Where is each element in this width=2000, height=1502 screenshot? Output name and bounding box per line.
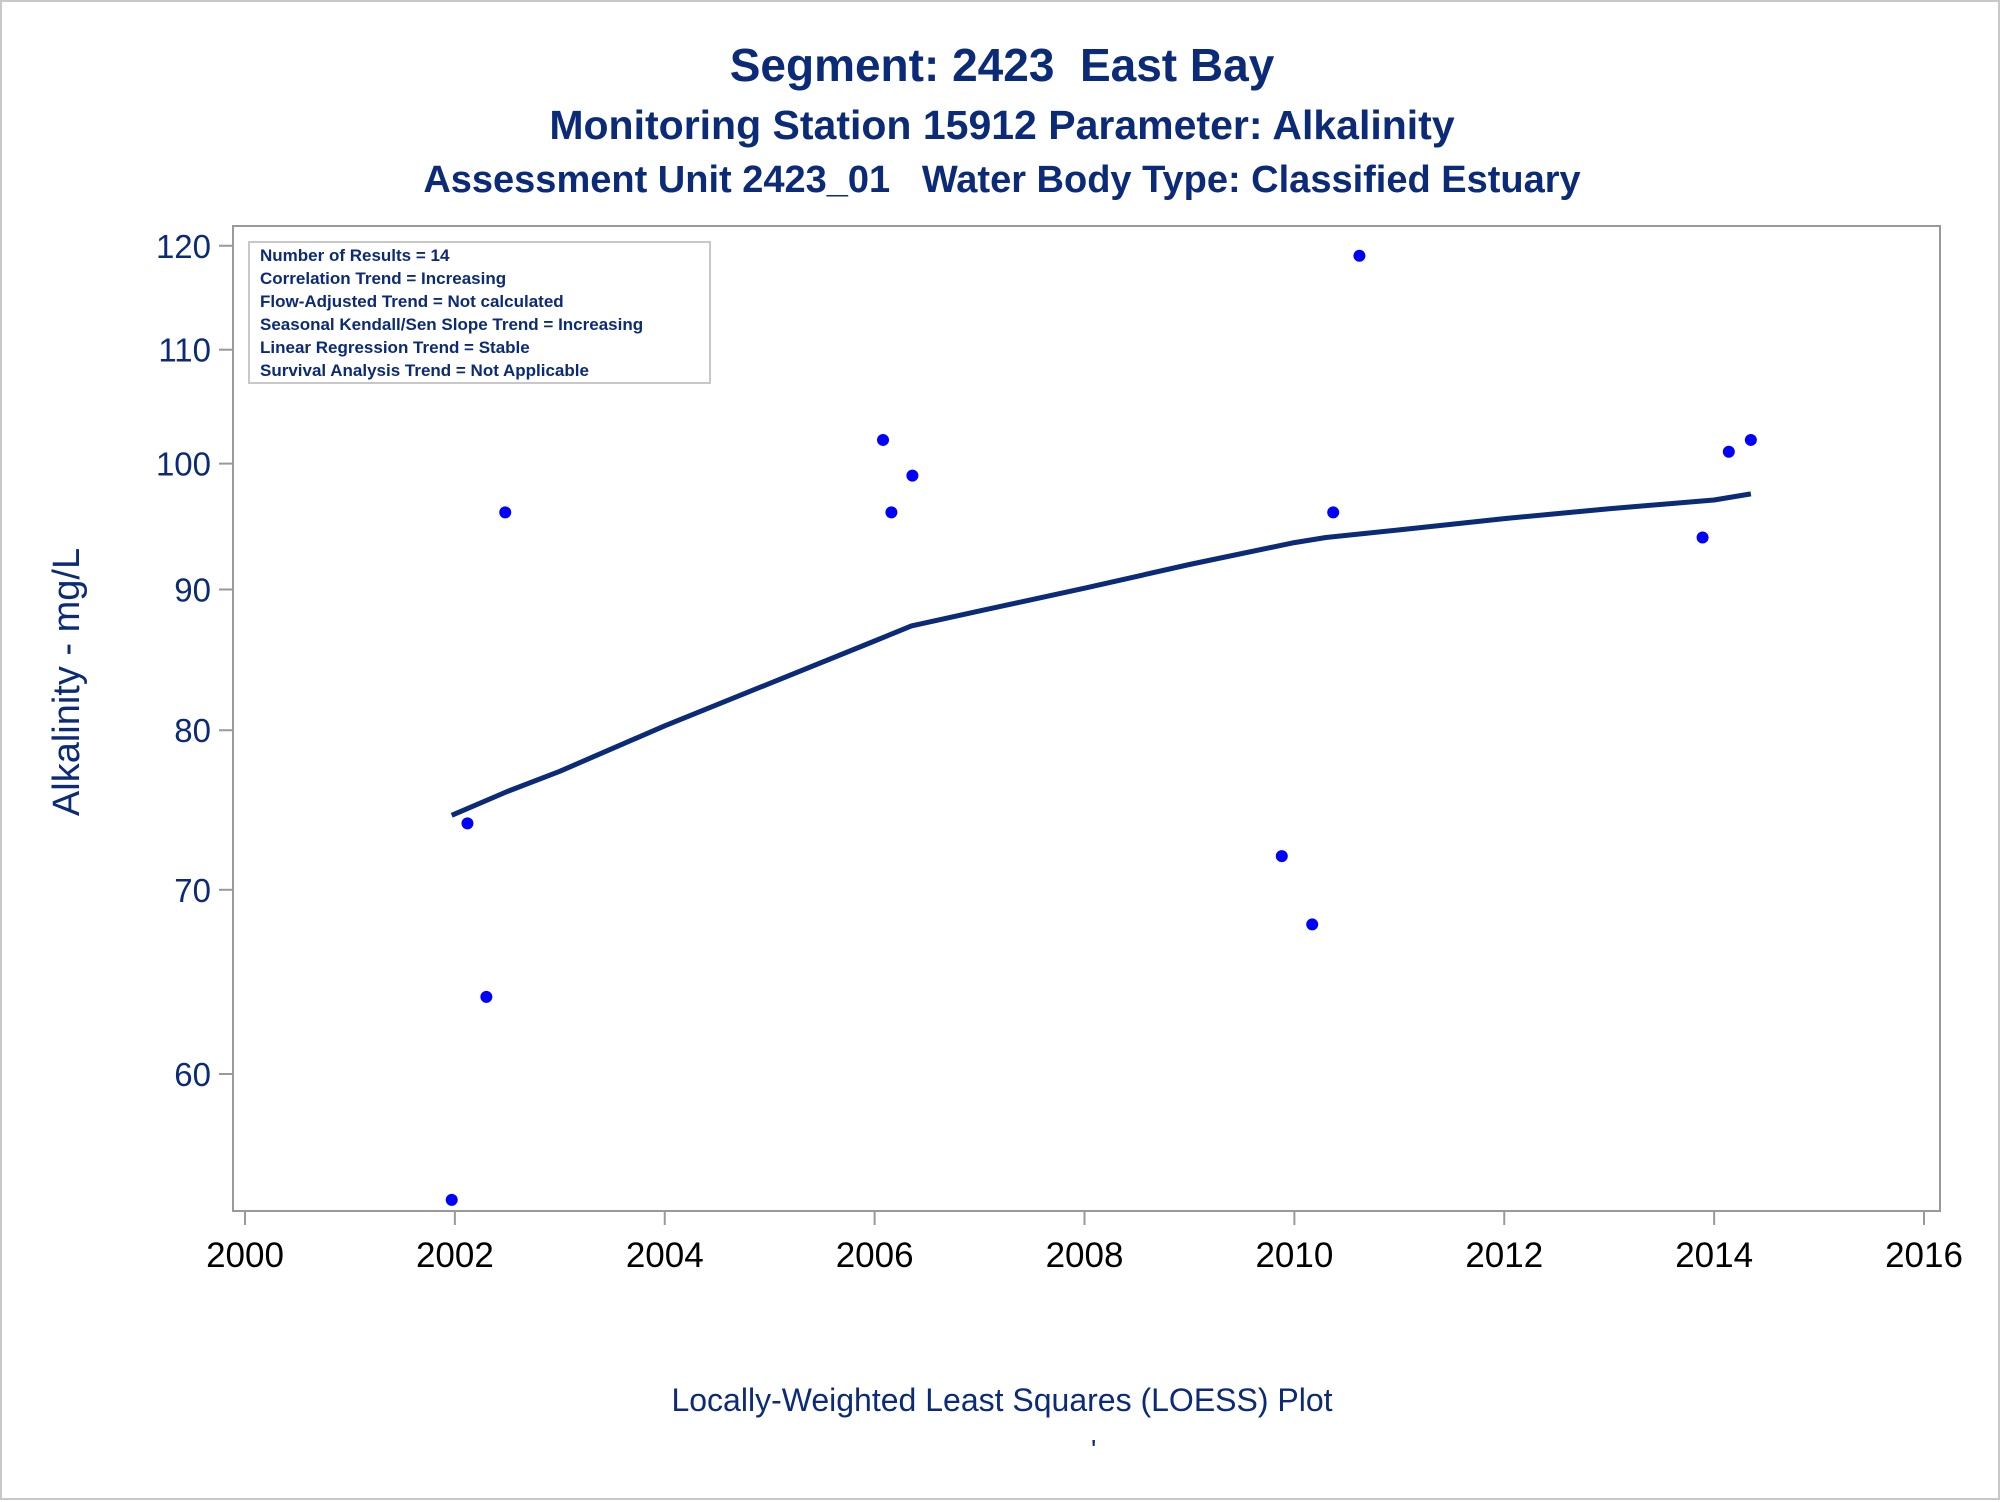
x-tick-label: 2008: [1046, 1236, 1124, 1275]
summary-line-linear-regression: Linear Regression Trend = Stable: [260, 338, 530, 357]
y-tick-label: 120: [156, 228, 211, 265]
summary-line-correlation: Correlation Trend = Increasing: [260, 269, 506, 288]
data-point: [1744, 433, 1757, 446]
data-point: [1696, 531, 1709, 544]
data-point: [1306, 918, 1319, 931]
chart-title-assessment: Assessment Unit 2423_01 Water Body Type:…: [423, 159, 1581, 201]
footnote-mark: ': [1091, 1434, 1097, 1465]
y-tick-label: 90: [174, 572, 211, 609]
loess-curve: [450, 491, 1752, 818]
summary-line-survival-analysis: Survival Analysis Trend = Not Applicable: [260, 361, 589, 380]
chart-title-segment: Segment: 2423 East Bay: [729, 39, 1275, 91]
data-point: [1327, 506, 1340, 519]
x-tick-label: 2012: [1465, 1236, 1543, 1275]
data-point: [877, 433, 890, 446]
summary-line-results: Number of Results = 14: [260, 246, 450, 265]
x-tick-label: 2010: [1255, 1236, 1333, 1275]
y-tick-label: 110: [158, 332, 211, 369]
x-tick-label: 2004: [626, 1236, 704, 1275]
x-tick-label: 2016: [1885, 1236, 1963, 1275]
data-point: [461, 817, 474, 830]
y-axis: 60 70 80 90 100 110 120: [156, 228, 233, 1093]
y-tick-label: 100: [156, 446, 211, 483]
data-points: [445, 249, 1757, 1206]
x-tick-label: 2000: [206, 1236, 284, 1275]
x-tick-label: 2006: [836, 1236, 914, 1275]
summary-line-seasonal-kendall: Seasonal Kendall/Sen Slope Trend = Incre…: [260, 315, 643, 334]
data-point: [885, 506, 898, 519]
y-tick-label: 60: [174, 1056, 211, 1093]
data-point: [1353, 249, 1366, 262]
y-axis-label: Alkalinity - mg/L: [46, 548, 88, 816]
y-tick-label: 80: [174, 712, 211, 749]
data-point: [906, 469, 919, 482]
y-tick-label: 70: [174, 872, 211, 909]
data-point: [1722, 445, 1735, 458]
trend-summary-box: Number of Results = 14 Correlation Trend…: [248, 241, 711, 384]
x-axis: 2000 2002 2004 2006 2008 2010 2012 2014 2016: [206, 1211, 1963, 1275]
chart-footnote: Locally-Weighted Least Squares (LOESS) P…: [671, 1382, 1333, 1418]
x-tick-label: 2014: [1675, 1236, 1753, 1275]
summary-line-flow-adjusted: Flow-Adjusted Trend = Not calculated: [260, 292, 564, 311]
plot-area: [232, 225, 1941, 1212]
chart-title-station: Monitoring Station 15912 Parameter: Alka…: [549, 102, 1455, 148]
data-point: [499, 506, 512, 519]
data-point: [1275, 850, 1288, 863]
data-point: [480, 990, 493, 1003]
x-tick-label: 2002: [416, 1236, 494, 1275]
data-point: [445, 1193, 458, 1206]
trend-summary-border: [248, 241, 711, 384]
